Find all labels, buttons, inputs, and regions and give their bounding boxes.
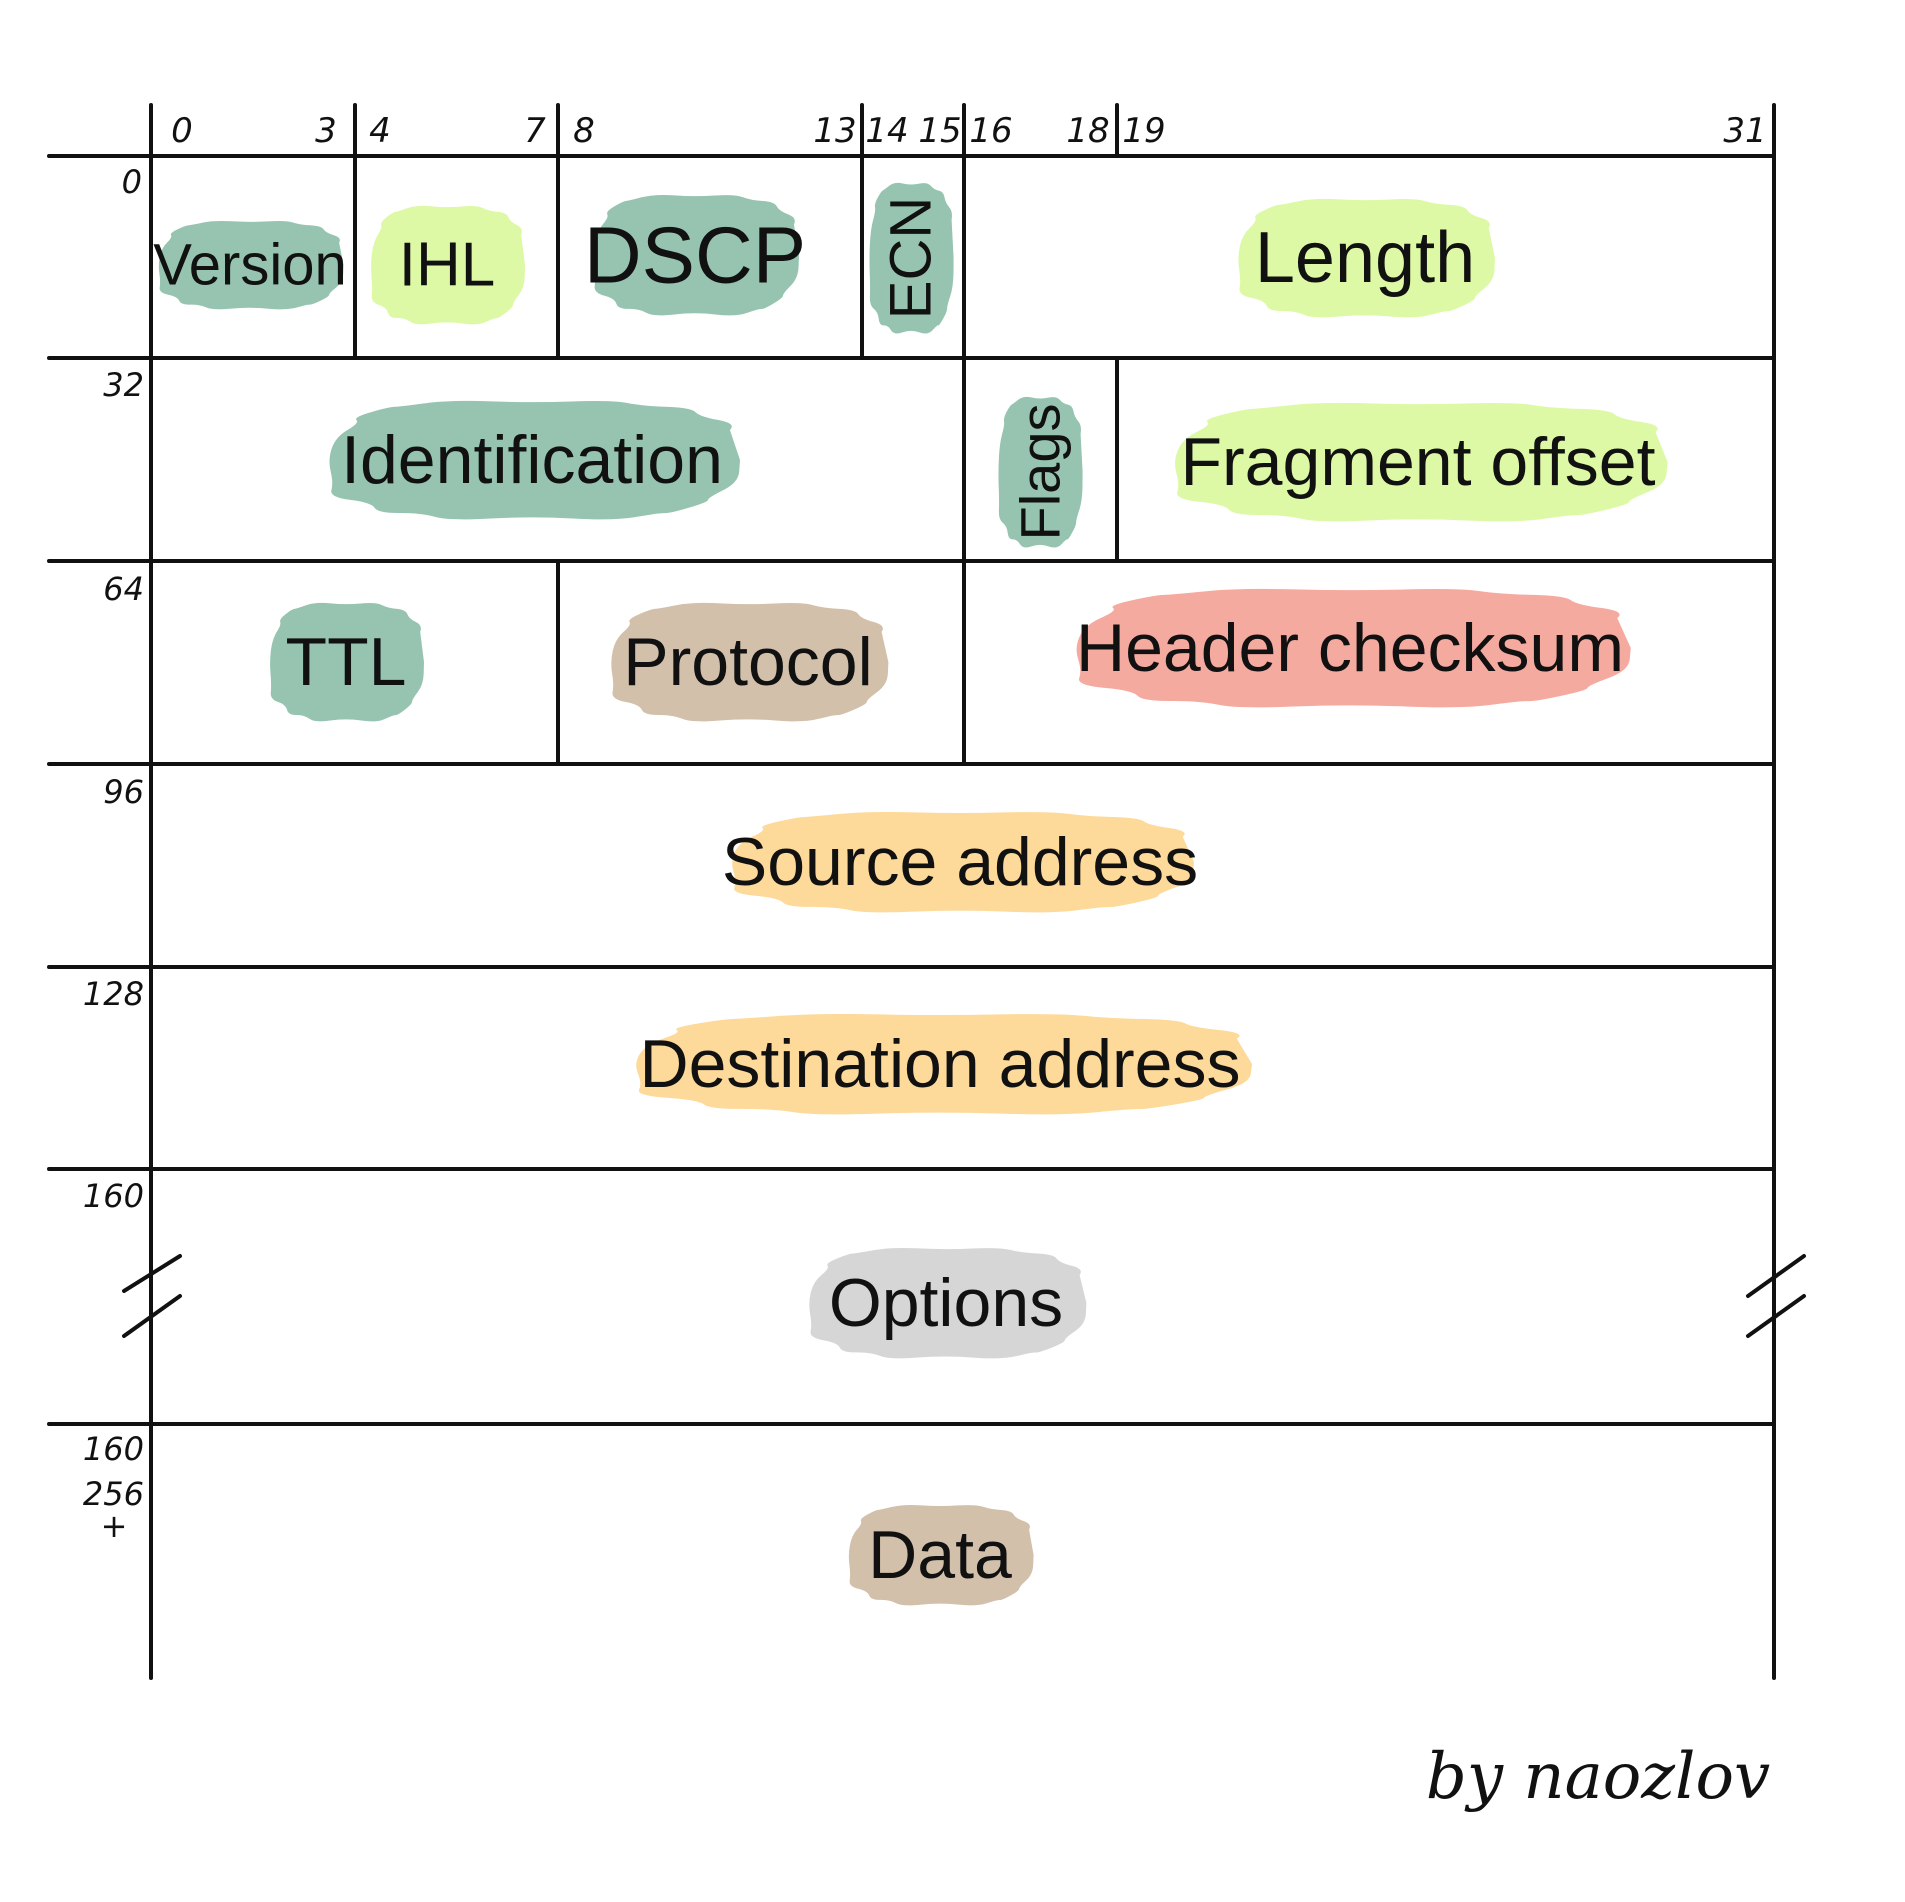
row-offset: + [101,1507,128,1545]
field-destination-address: Destination address [636,1013,1252,1115]
bit-tick: 3 [315,111,337,151]
field-flags: Flags [998,396,1083,548]
fields-layer: Version IHL DSCP ECN Length Identification Fla… [153,182,1668,1606]
bit-tick: 0 [171,111,193,151]
bit-tick: 18 [1066,111,1109,151]
highlight-blob [371,205,525,325]
highlight-blob [270,602,424,722]
field-ihl: IHL [371,205,525,325]
field-protocol: Protocol [611,602,889,722]
field-label: Version [153,233,346,298]
field-label: Options [829,1265,1063,1341]
field-label: TTL [286,624,407,700]
field-identification: Identification [329,400,740,520]
bit-tick: 14 [865,111,908,151]
bit-tick: 13 [813,111,856,151]
field-label: DSCP [584,211,806,300]
bit-tick: 16 [969,111,1012,151]
field-label: Fragment offset [1181,424,1656,500]
row-offset: 128 [83,975,144,1013]
field-label: IHL [399,231,495,300]
highlight-blob [848,1504,1034,1606]
highlight-blob [869,182,954,334]
bit-tick: 8 [573,111,595,151]
highlight-blob [809,1247,1087,1359]
field-label: ECN [879,197,944,319]
field-label: Source address [722,824,1198,900]
bit-tick: 4 [369,111,391,151]
highlight-blob [158,220,344,310]
field-data: Data [848,1504,1034,1606]
highlight-blob [329,400,740,520]
field-label: Data [868,1517,1012,1593]
highlight-blob [611,602,889,722]
break-mark [122,1294,182,1338]
highlight-blob [593,194,799,316]
field-label: Identification [341,422,723,498]
highlight-blob [1175,402,1668,522]
bit-tick: 31 [1723,111,1766,151]
row-offset: 160 [83,1177,144,1215]
break-mark [1746,1294,1806,1338]
highlight-blob [1238,198,1495,318]
highlight-blob [998,396,1083,548]
field-ecn: ECN [869,182,954,334]
field-options: Options [809,1247,1087,1359]
highlight-blob [1076,588,1631,708]
highlight-blob [636,1013,1252,1115]
field-length: Length [1238,198,1495,318]
row-offset: 0 [122,163,142,201]
field-fragment-offset: Fragment offset [1175,402,1668,522]
break-mark [1746,1254,1806,1298]
highlight-blob [732,811,1194,913]
field-label: Flags [1009,404,1072,541]
field-header-checksum: Header checksum [1076,588,1631,708]
row-offset: 160 [83,1430,144,1468]
row-offset: 32 [103,366,144,404]
row-offsets: 0 32 64 96 128 160 160 256 + [83,163,144,1545]
row-offset: 256 [83,1475,144,1513]
field-source-address: Source address [722,811,1198,913]
grid-lines [47,103,1806,1680]
break-mark [122,1254,182,1293]
bit-tick: 15 [918,111,961,151]
field-dscp: DSCP [584,194,806,316]
bit-tick: 19 [1122,111,1165,151]
field-ttl: TTL [270,602,424,722]
field-label: Destination address [639,1026,1240,1102]
row-offset: 96 [103,773,144,811]
field-label: Header checksum [1076,610,1624,686]
field-label: Length [1255,218,1475,298]
signature: by naozlov [1426,1740,1770,1814]
field-version: Version [153,220,347,310]
bit-tick: 7 [524,111,546,151]
bit-ticks: 0 3 4 7 8 13 14 15 16 18 19 31 [171,111,1766,151]
row-offset: 64 [103,570,144,608]
field-label: Protocol [623,624,872,700]
